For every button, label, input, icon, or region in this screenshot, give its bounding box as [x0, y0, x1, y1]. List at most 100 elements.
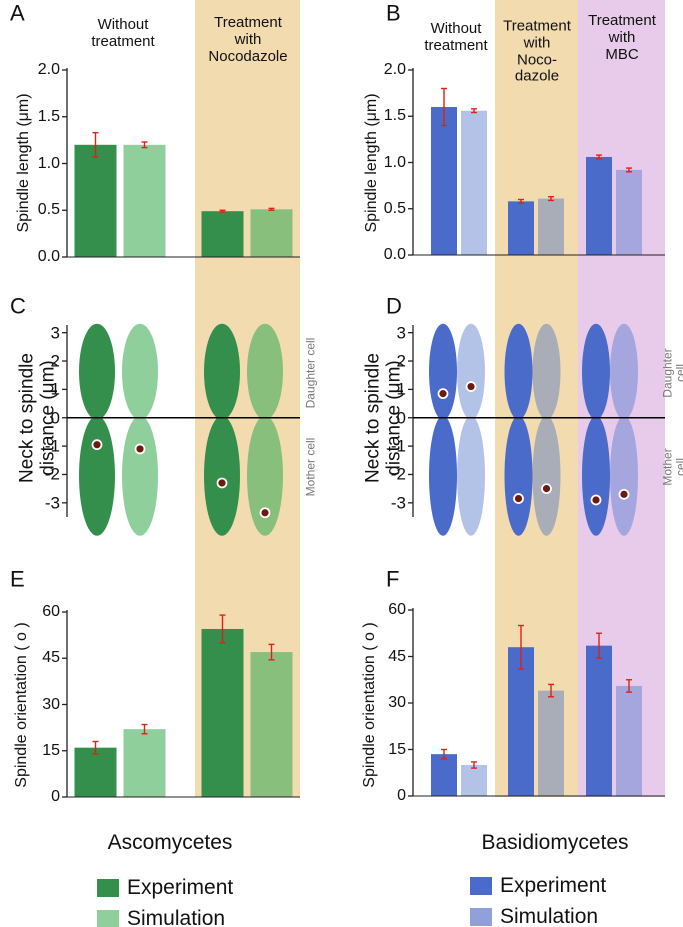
y-tick-label: 60	[388, 601, 406, 619]
category-label: Without treatment	[91, 16, 155, 50]
y-tick-label: -3	[390, 493, 406, 513]
y-tick-label: 1.0	[37, 154, 60, 172]
y-tick-label: 0.5	[37, 201, 60, 219]
y-tick-label: 0.5	[383, 199, 406, 217]
mother-cell-label: Mother cell	[303, 437, 318, 497]
y-tick-label: 0	[50, 408, 60, 428]
legend-label: Experiment	[127, 876, 234, 900]
spindle-position	[590, 494, 602, 506]
y-tick-label: 45	[42, 649, 60, 667]
y-tick-label: 1.5	[383, 107, 406, 125]
y-tick-label: 2.0	[383, 61, 406, 79]
panel-letter: E	[10, 566, 25, 592]
bar	[201, 211, 244, 257]
bar	[461, 765, 487, 796]
mother-cell	[247, 415, 283, 536]
mother-cell	[610, 415, 638, 536]
legend-swatch	[470, 908, 492, 926]
category-label: Treatment with Nocodazole	[208, 13, 288, 65]
error-bar	[626, 167, 632, 173]
y-axis-label: Spindle length (μm)	[15, 93, 33, 233]
error-bar	[518, 198, 524, 204]
y-tick-label: 0	[396, 408, 406, 428]
daughter-cell-label: Daughter cell	[303, 337, 318, 409]
error-bar	[441, 87, 447, 127]
y-axis-label: Spindle length (μm)	[363, 93, 381, 233]
bar	[201, 628, 244, 797]
daughter-cell	[122, 323, 158, 420]
error-bar	[141, 141, 148, 149]
y-tick-label: 0.0	[383, 246, 406, 264]
error-bar	[441, 748, 447, 760]
y-tick-label: -2	[390, 464, 406, 484]
panel-letter: A	[10, 0, 25, 26]
y-tick-label: 2	[50, 351, 60, 371]
mother-cell	[532, 415, 561, 536]
y-tick-label: 3	[396, 323, 406, 343]
mother-cell	[504, 415, 533, 536]
panel-letter: F	[386, 566, 400, 592]
error-bar	[219, 209, 226, 213]
bar	[508, 201, 534, 255]
bar	[123, 144, 166, 257]
category-label: Treatment with Noco- dazole	[503, 17, 571, 85]
y-tick-label: 30	[42, 695, 60, 713]
bar	[74, 144, 117, 257]
bar	[74, 747, 117, 797]
mother-cell	[79, 415, 115, 536]
error-bar	[596, 154, 602, 160]
daughter-cell	[457, 323, 485, 420]
y-tick-label: 1.0	[383, 153, 406, 171]
daughter-cell	[582, 323, 610, 420]
y-tick-label: 30	[388, 694, 406, 712]
daughter-cell	[247, 323, 283, 420]
error-bar	[268, 207, 275, 211]
daughter-cell	[610, 323, 638, 420]
error-bar	[471, 108, 477, 114]
spindle-position	[465, 381, 477, 392]
y-tick-label: 1.5	[37, 107, 60, 125]
spindle-position	[618, 488, 630, 500]
y-tick-label: 15	[388, 740, 406, 758]
spindle-position	[541, 483, 552, 495]
bar	[431, 107, 457, 255]
y-tick-label: 0.0	[37, 248, 60, 266]
legend-label: Simulation	[500, 905, 599, 927]
mother-cell	[429, 415, 457, 536]
error-bar	[518, 624, 524, 670]
spindle-position	[513, 493, 524, 504]
y-tick-label: -3	[44, 493, 60, 513]
error-bar	[92, 740, 99, 755]
spindle-position	[437, 388, 449, 400]
daughter-cell	[532, 323, 561, 420]
mother-cell	[457, 415, 485, 536]
legend-label: Experiment	[500, 874, 607, 898]
daughter-cell	[429, 323, 457, 420]
panel-letter: C	[10, 293, 26, 319]
bar	[250, 209, 293, 257]
y-tick-label: 3	[50, 323, 60, 343]
bar	[461, 110, 487, 255]
error-bar	[626, 679, 632, 693]
y-tick-label: -1	[44, 436, 60, 456]
bar	[586, 645, 612, 796]
y-tick-label: 1	[396, 379, 406, 399]
mother-cell	[204, 415, 240, 536]
y-tick-label: 2	[396, 351, 406, 371]
bar	[616, 685, 642, 796]
y-tick-label: 45	[388, 647, 406, 665]
y-tick-label: 2.0	[37, 61, 60, 79]
y-tick-label: -1	[390, 436, 406, 456]
error-bar	[471, 761, 477, 769]
daughter-cell	[204, 323, 240, 420]
category-label: Treatment with MBC	[588, 11, 656, 63]
spindle-position	[91, 439, 103, 451]
y-tick-label: -2	[44, 464, 60, 484]
mother-cell	[122, 415, 158, 536]
panel-letter: B	[386, 0, 401, 26]
daughter-cell	[504, 323, 533, 420]
spindle-position	[216, 477, 228, 489]
category-label: Without treatment	[424, 20, 488, 54]
